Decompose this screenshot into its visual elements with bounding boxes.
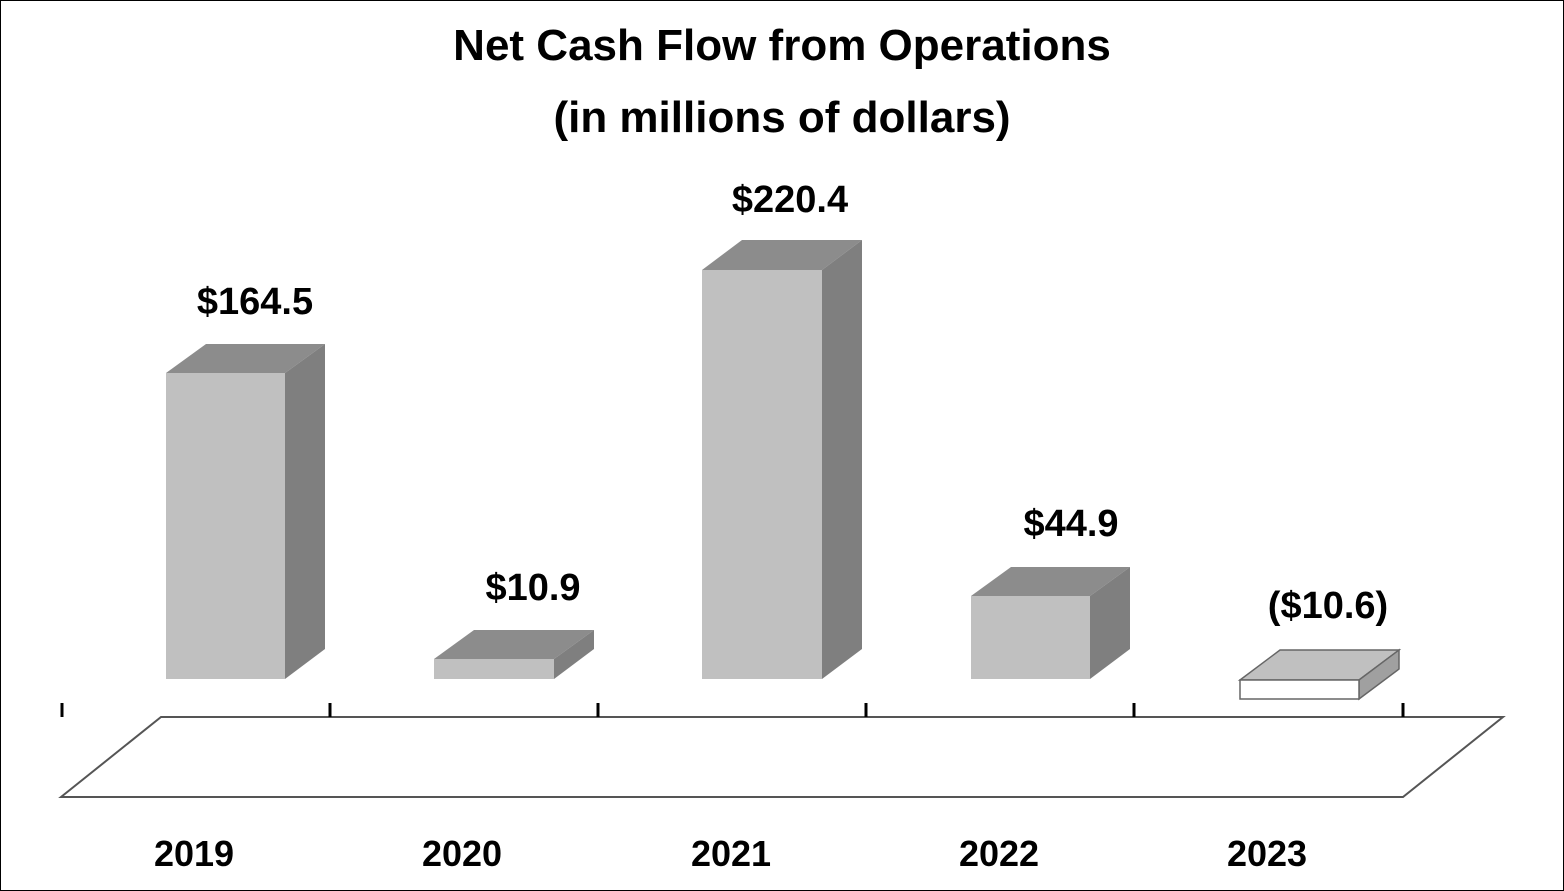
category-2022: 2022 [958, 833, 1040, 874]
category-2019: 2019 [153, 833, 235, 874]
bar-2021 [702, 240, 862, 679]
data-label-2019: $164.5 [196, 281, 314, 323]
data-label-2020: $10.9 [485, 567, 581, 609]
category-2023: 2023 [1226, 833, 1308, 874]
data-label-2023: ($10.6) [1267, 585, 1389, 627]
data-label-2022: $44.9 [1023, 503, 1119, 545]
axis-ticks [60, 703, 1405, 717]
bar-2020 [434, 630, 594, 679]
bar-2022 [971, 567, 1130, 679]
chart-floor [58, 716, 1506, 798]
chart-subtitle: (in millions of dollars) [553, 93, 1011, 142]
chart-title: Net Cash Flow from Operations [453, 21, 1111, 70]
bar-2023 [1237, 648, 1402, 701]
data-label-2021: $220.4 [731, 179, 849, 221]
category-2020: 2020 [421, 833, 503, 874]
category-2021: 2021 [690, 833, 772, 874]
bar-2019 [166, 344, 325, 679]
